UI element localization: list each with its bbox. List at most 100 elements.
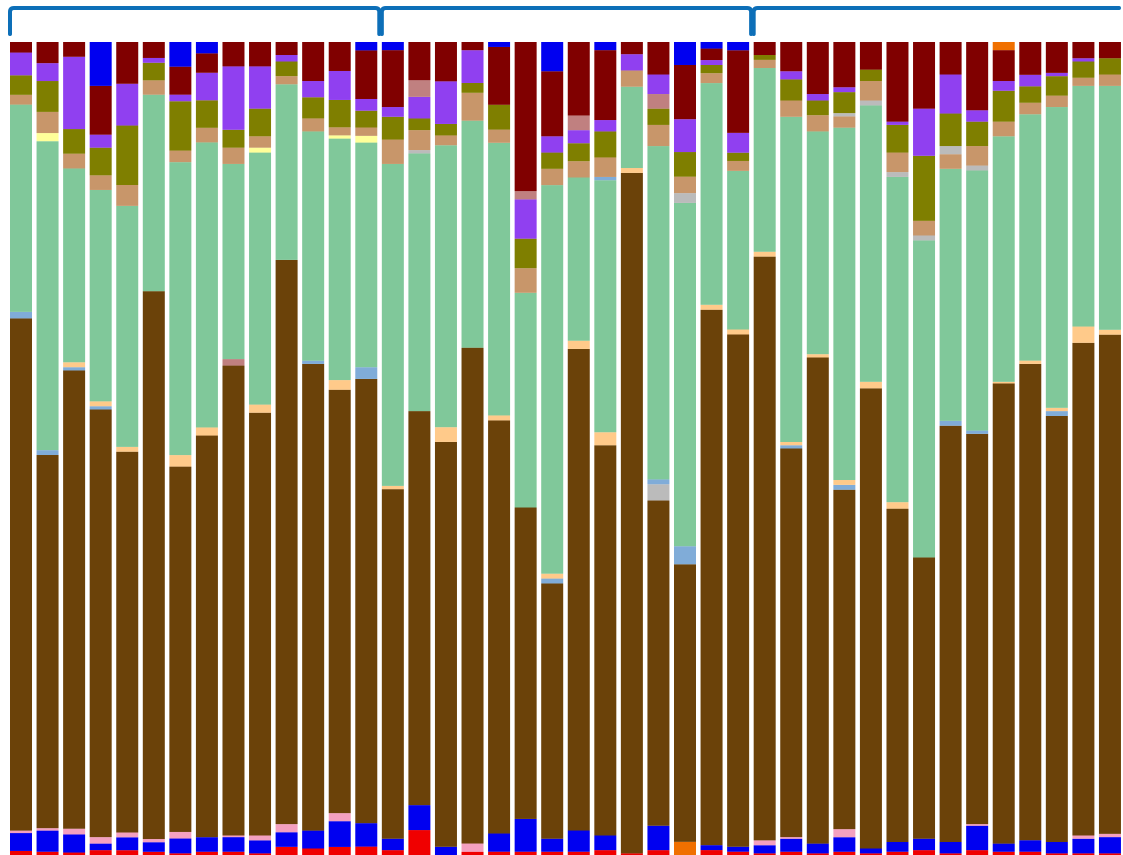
bar-31-segment-blue [806, 843, 829, 854]
bar-10 [249, 42, 272, 855]
bar-18-segment-olive [461, 82, 484, 93]
bar-25-segment-olive [647, 108, 670, 125]
bar-34-segment-tan [886, 152, 909, 173]
bar-38-segment-green [992, 136, 1015, 382]
bar-40-segment-purple [1045, 72, 1068, 77]
bar-26-segment-green [674, 202, 696, 547]
bar-4-segment-olive [89, 147, 112, 176]
bar-26-segment-olive [674, 152, 696, 177]
bar-24-segment-tan [620, 70, 643, 87]
bar-7-segment-blue [169, 42, 192, 67]
bar-31-segment-maroon [806, 42, 829, 95]
bar-38-segment-red [992, 851, 1015, 855]
bar-28 [727, 42, 750, 855]
bar-9-segment-maroon [222, 42, 245, 67]
bar-13-segment-green [328, 138, 351, 381]
bar-6-segment-green [142, 94, 165, 292]
bar-10-segment-yellow [249, 147, 272, 153]
bar-28-segment-peach [727, 329, 750, 335]
bar-16-segment-purple [408, 96, 431, 119]
bar-20-segment-red [514, 851, 537, 855]
bar-1-segment-brown [10, 318, 32, 831]
bar-23-segment-purple [594, 120, 617, 132]
bar-7-segment-red [169, 853, 192, 855]
bar-23-segment-brown [594, 445, 617, 836]
bar-1-segment-pink [10, 830, 32, 834]
bar-8-segment-peach [195, 427, 218, 436]
bar-10-segment-red [249, 853, 272, 855]
bar-22-segment-maroon [567, 42, 590, 116]
bar-41-segment-purple [1072, 58, 1095, 62]
bar-34-segment-maroon [886, 42, 909, 122]
bar-25-segment-grey [647, 484, 670, 501]
bar-5-segment-green [116, 205, 139, 447]
bar-11 [275, 42, 298, 855]
bar-19-segment-blue [488, 833, 511, 852]
bar-19-segment-tan [488, 129, 511, 143]
bar-37-segment-red [966, 850, 989, 855]
bar-27-segment-tan [700, 73, 723, 84]
bar-22-segment-purple [567, 130, 590, 144]
bar-7-segment-purple [169, 94, 192, 102]
bar-11-segment-purple [275, 55, 298, 62]
bar-16-segment-green [408, 153, 431, 412]
bar-37-segment-purple [966, 110, 989, 122]
bar-34-segment-red [886, 851, 909, 855]
bar-37-segment-pink [966, 824, 989, 826]
bar-21-segment-purple [541, 136, 564, 153]
bar-29-segment-green [753, 68, 776, 252]
bar-22-segment-mauve [567, 115, 590, 131]
bar-18-segment-green [461, 120, 484, 348]
bar-35-segment-green [913, 240, 936, 558]
bar-1-segment-lightblue [10, 311, 32, 319]
bar-41-segment-pink [1072, 835, 1095, 839]
bar-37-segment-brown [966, 433, 989, 825]
bar-23-segment-green [594, 180, 617, 433]
bar-14-segment-yellow [355, 135, 378, 143]
bar-26-segment-grey [674, 193, 696, 203]
bar-34 [886, 42, 909, 855]
bar-37 [966, 42, 989, 855]
bar-38-segment-tan [992, 121, 1015, 137]
bar-27-segment-peach [700, 304, 723, 310]
bar-20-segment-purple [514, 199, 537, 239]
bar-28-segment-purple [727, 132, 750, 153]
bar-33 [859, 42, 882, 855]
bar-22-segment-peach [567, 340, 590, 349]
bar-28-segment-blue [727, 846, 750, 852]
bar-9-segment-green [222, 163, 245, 360]
bar-19-segment-blue [488, 42, 511, 47]
bar-37-segment-blue [966, 825, 989, 851]
bar-16-segment-red [408, 830, 431, 855]
bar-3-segment-pink [63, 828, 86, 835]
bar-23-segment-blue [594, 835, 617, 851]
bar-18-segment-purple [461, 50, 484, 83]
bar-3-segment-red [63, 852, 86, 855]
bar-41-segment-peach [1072, 326, 1095, 343]
bar-32-segment-maroon [833, 42, 856, 88]
bar-14-segment-red [355, 846, 378, 855]
bar-27-segment-green [700, 83, 723, 305]
bar-8-segment-purple [195, 72, 218, 101]
bar-21-segment-lightblue [541, 578, 564, 584]
bar-15-segment-purple [381, 107, 404, 117]
bar-7-segment-green [169, 162, 192, 456]
bar-10-segment-tan [249, 136, 272, 148]
bar-28-segment-tan [727, 160, 750, 171]
bar-26 [674, 42, 696, 855]
bar-3-segment-peach [63, 362, 86, 368]
bar-10-segment-peach [249, 404, 272, 413]
bar-22-segment-brown [567, 348, 590, 831]
bar-7-segment-maroon [169, 66, 192, 95]
bar-15-segment-peach [381, 485, 404, 490]
bar-9 [222, 42, 245, 855]
bar-5 [116, 42, 139, 855]
bar-10-segment-purple [249, 66, 272, 109]
bar-15-segment-tan [381, 139, 404, 164]
bar-8-segment-blue [195, 837, 218, 852]
bar-40-segment-peach [1045, 407, 1068, 412]
bar-15-segment-green [381, 163, 404, 486]
bar-19-segment-peach [488, 415, 511, 421]
bar-1-segment-maroon [10, 42, 32, 53]
